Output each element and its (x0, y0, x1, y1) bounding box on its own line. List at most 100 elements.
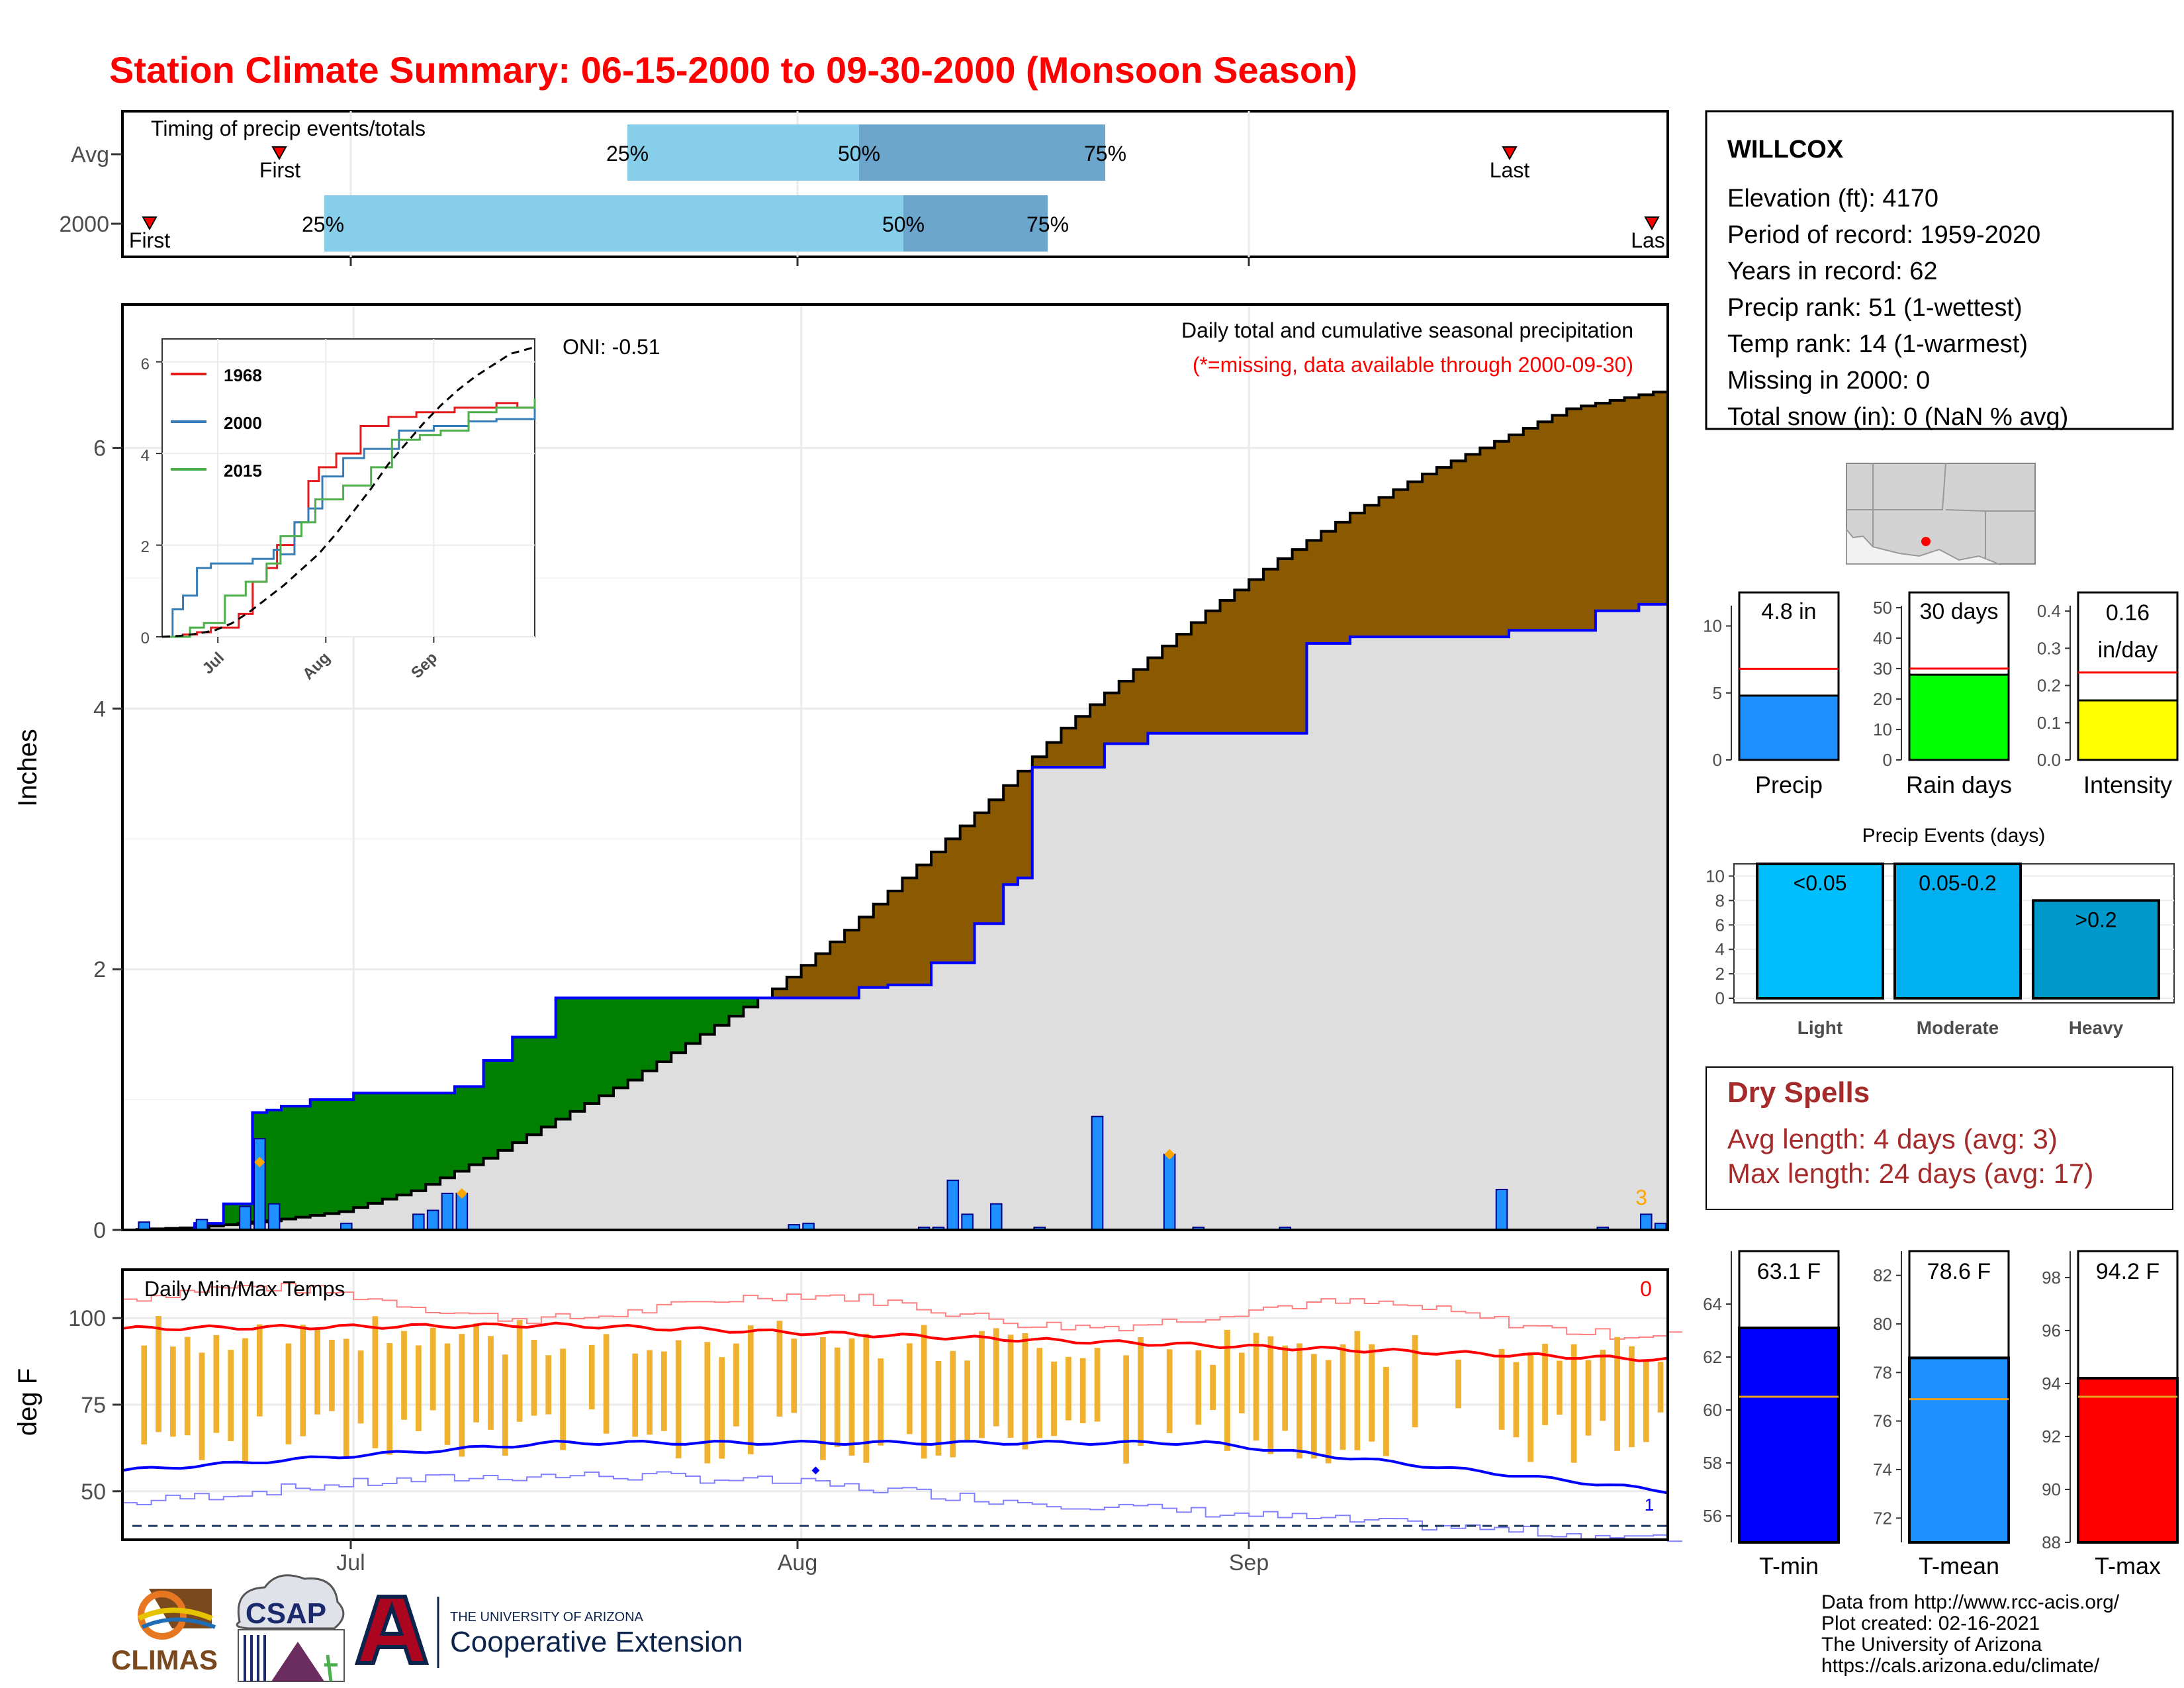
daily-temp-bar (878, 1358, 884, 1446)
daily-temp-bar (1643, 1360, 1649, 1442)
daily-temp-bar (1369, 1344, 1375, 1442)
average-cumulative-line (122, 389, 1669, 1231)
credit-line-2: Plot created: 02-16-2021 (1821, 1613, 2040, 1634)
below-average-area (136, 392, 1668, 1230)
temperature-panel: 100 75 50 Daily Min/Max Temps deg F 0 1 Ju… (13, 1268, 1682, 1575)
events-value-label: >0.2 (2075, 908, 2116, 931)
daily-temp-bar (415, 1345, 422, 1431)
daily-precip-bar (426, 1209, 439, 1231)
inset-legend-2000: 2000 (224, 413, 262, 433)
precip-caption: Daily total and cumulative seasonal prec… (1181, 318, 1633, 342)
inset-chart: 1968 2000 2015 0 2 4 6 Jul Aug Sep (141, 338, 536, 683)
daily-temp-bar (964, 1360, 970, 1441)
daily-temp-bar (1079, 1358, 1086, 1423)
station-info-frame (1705, 110, 2174, 430)
tmax-summary-label: T-max (2095, 1552, 2161, 1579)
timing-2000-first-marker (142, 216, 158, 231)
dry-spells-max: Max length: 24 days (avg: 17) (1727, 1158, 2093, 1189)
daily-precip-bar (412, 1213, 425, 1231)
inset-ytick-0: 0 (141, 630, 150, 647)
daily-temp-bar (603, 1334, 610, 1434)
climas-logo: CLIMAS (111, 1589, 218, 1675)
tmin-summary-ytick-label: 56 (1703, 1506, 1722, 1526)
daily-precip-bar (1163, 1153, 1176, 1231)
daily-temp-bar (372, 1316, 379, 1448)
record-min-marker (811, 1466, 820, 1475)
events-ytick-label: 8 (1715, 890, 1725, 910)
timing-row-2000: 2000 (59, 212, 109, 237)
ua-logo-line1: THE UNIVERSITY OF ARIZONA (450, 1610, 644, 1624)
precip-y-axis: 0 2 4 6 (93, 436, 122, 1243)
university-of-arizona-logo: THE UNIVERSITY OF ARIZONA Cooperative Ex… (354, 1595, 743, 1668)
inset-ytick-4: 4 (141, 447, 150, 465)
station-location-dot (1921, 537, 1931, 546)
daily-precip-bar (195, 1219, 208, 1231)
daily-temp-bar (1325, 1360, 1332, 1464)
daily-temp-bar (1253, 1333, 1259, 1441)
intensity-summary-ytick-label: 0.2 (2037, 676, 2061, 696)
events-category-label: Light (1797, 1017, 1843, 1038)
daily-temp-bar (228, 1350, 234, 1442)
events-value-label: <0.05 (1794, 871, 1847, 895)
credits: Data from http://www.rcc-acis.org/ Plot … (1821, 1591, 2120, 1677)
daily-temp-bar (660, 1351, 667, 1431)
timing-2000-bar-25-50 (324, 195, 903, 252)
tmin-summary-value: 63.1 F (1757, 1259, 1821, 1284)
daily-temp-bar (488, 1336, 494, 1430)
timing-2000-75-label: 75% (1026, 212, 1069, 236)
tmean-summary-ytick-label: 76 (1873, 1411, 1892, 1431)
timing-avg-75-label: 75% (1084, 142, 1126, 165)
above-average-area (195, 998, 758, 1228)
intensity-summary-ytick-label: 0.1 (2037, 713, 2061, 733)
intensity-summary-unit: in/day (2098, 637, 2158, 663)
precip-ytick-label: 0 (93, 1218, 106, 1243)
inset-frame (161, 338, 535, 637)
temperature-ytick-label: 75 (81, 1393, 106, 1418)
daily-temp-bar (979, 1331, 985, 1438)
inset-average-line (161, 347, 535, 638)
precip-ytick-label: 2 (93, 957, 106, 982)
timing-2000-bar-50-75 (903, 195, 1048, 252)
events-bar (1893, 863, 2022, 1000)
daily-temp-bar (141, 1345, 148, 1445)
daily-temp-bar (343, 1338, 349, 1459)
temperature-y-axis: 100 75 50 (68, 1306, 122, 1505)
daily-temp-bar (1051, 1361, 1057, 1436)
csap-logo-text: CSAP (246, 1597, 326, 1630)
average-max-temp-line (122, 1321, 1668, 1362)
precip-panel: 0 2 4 6 Inches Daily total and cumulative s… (13, 303, 1669, 1243)
tmin-summary-ytick-label: 58 (1703, 1453, 1722, 1473)
daily-temp-bar (184, 1336, 191, 1436)
daily-precip-bar (1639, 1213, 1653, 1231)
credit-line-3: The University of Arizona (1821, 1634, 2042, 1656)
daily-precip-bar (267, 1203, 281, 1231)
daily-temp-bar (632, 1353, 639, 1437)
station-name: WILLCOX (1727, 136, 1844, 164)
daily-temp-bar (906, 1343, 913, 1434)
precip-events-title: Precip Events (days) (1862, 825, 2046, 847)
events-ytick-label: 6 (1715, 915, 1725, 935)
tmax-summary-value: 94.2 F (2096, 1259, 2160, 1284)
station-precip-rank: Precip rank: 51 (1-wettest) (1727, 294, 2023, 322)
dry-spells-frame (1706, 1066, 2173, 1210)
daily-temp-bar (1354, 1331, 1361, 1450)
raindays-summary-ytick-label: 50 (1873, 598, 1892, 618)
tmin-summary-ytick-label: 62 (1703, 1347, 1722, 1367)
daily-temp-bar (1310, 1354, 1317, 1459)
tmax-summary-ytick-label: 88 (2042, 1532, 2061, 1552)
daily-temp-bar (1600, 1349, 1606, 1421)
daily-precip-bar (946, 1180, 960, 1231)
events-ytick-label: 4 (1715, 939, 1725, 959)
daily-temp-bar (1455, 1359, 1461, 1409)
daily-temp-bar (545, 1355, 552, 1415)
inset-content (156, 339, 536, 643)
tmean-summary-ytick-label: 72 (1873, 1508, 1892, 1528)
csap-logo: CSAP (236, 1574, 345, 1682)
temperature-count-bottom: 1 (1645, 1495, 1654, 1515)
daily-temp-bar (1238, 1352, 1245, 1414)
station-elevation: Elevation (ft): 4170 (1727, 185, 1938, 212)
raindays-summary-label: Rain days (1906, 771, 2012, 798)
x-tick-sep: Sep (1229, 1550, 1269, 1575)
daily-temp-bar (300, 1325, 306, 1436)
daily-temp-bar (733, 1343, 739, 1427)
